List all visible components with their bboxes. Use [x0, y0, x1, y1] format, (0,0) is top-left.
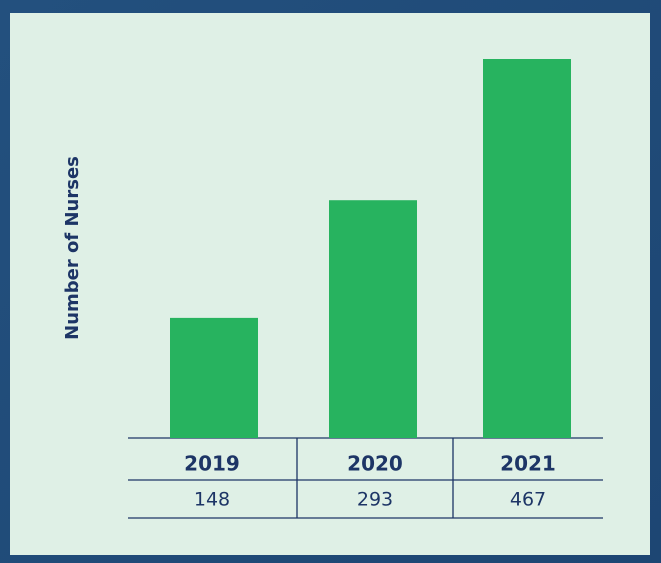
- bar: [483, 59, 571, 438]
- value-label: 293: [357, 489, 393, 511]
- category-label: 2020: [347, 452, 403, 476]
- value-label: 148: [194, 489, 230, 511]
- category-label: 2021: [500, 452, 556, 476]
- y-axis-label: Number of Nurses: [62, 156, 83, 340]
- bar: [170, 317, 258, 438]
- bar: [329, 200, 417, 438]
- value-label: 467: [510, 489, 546, 511]
- category-label: 2019: [184, 452, 240, 476]
